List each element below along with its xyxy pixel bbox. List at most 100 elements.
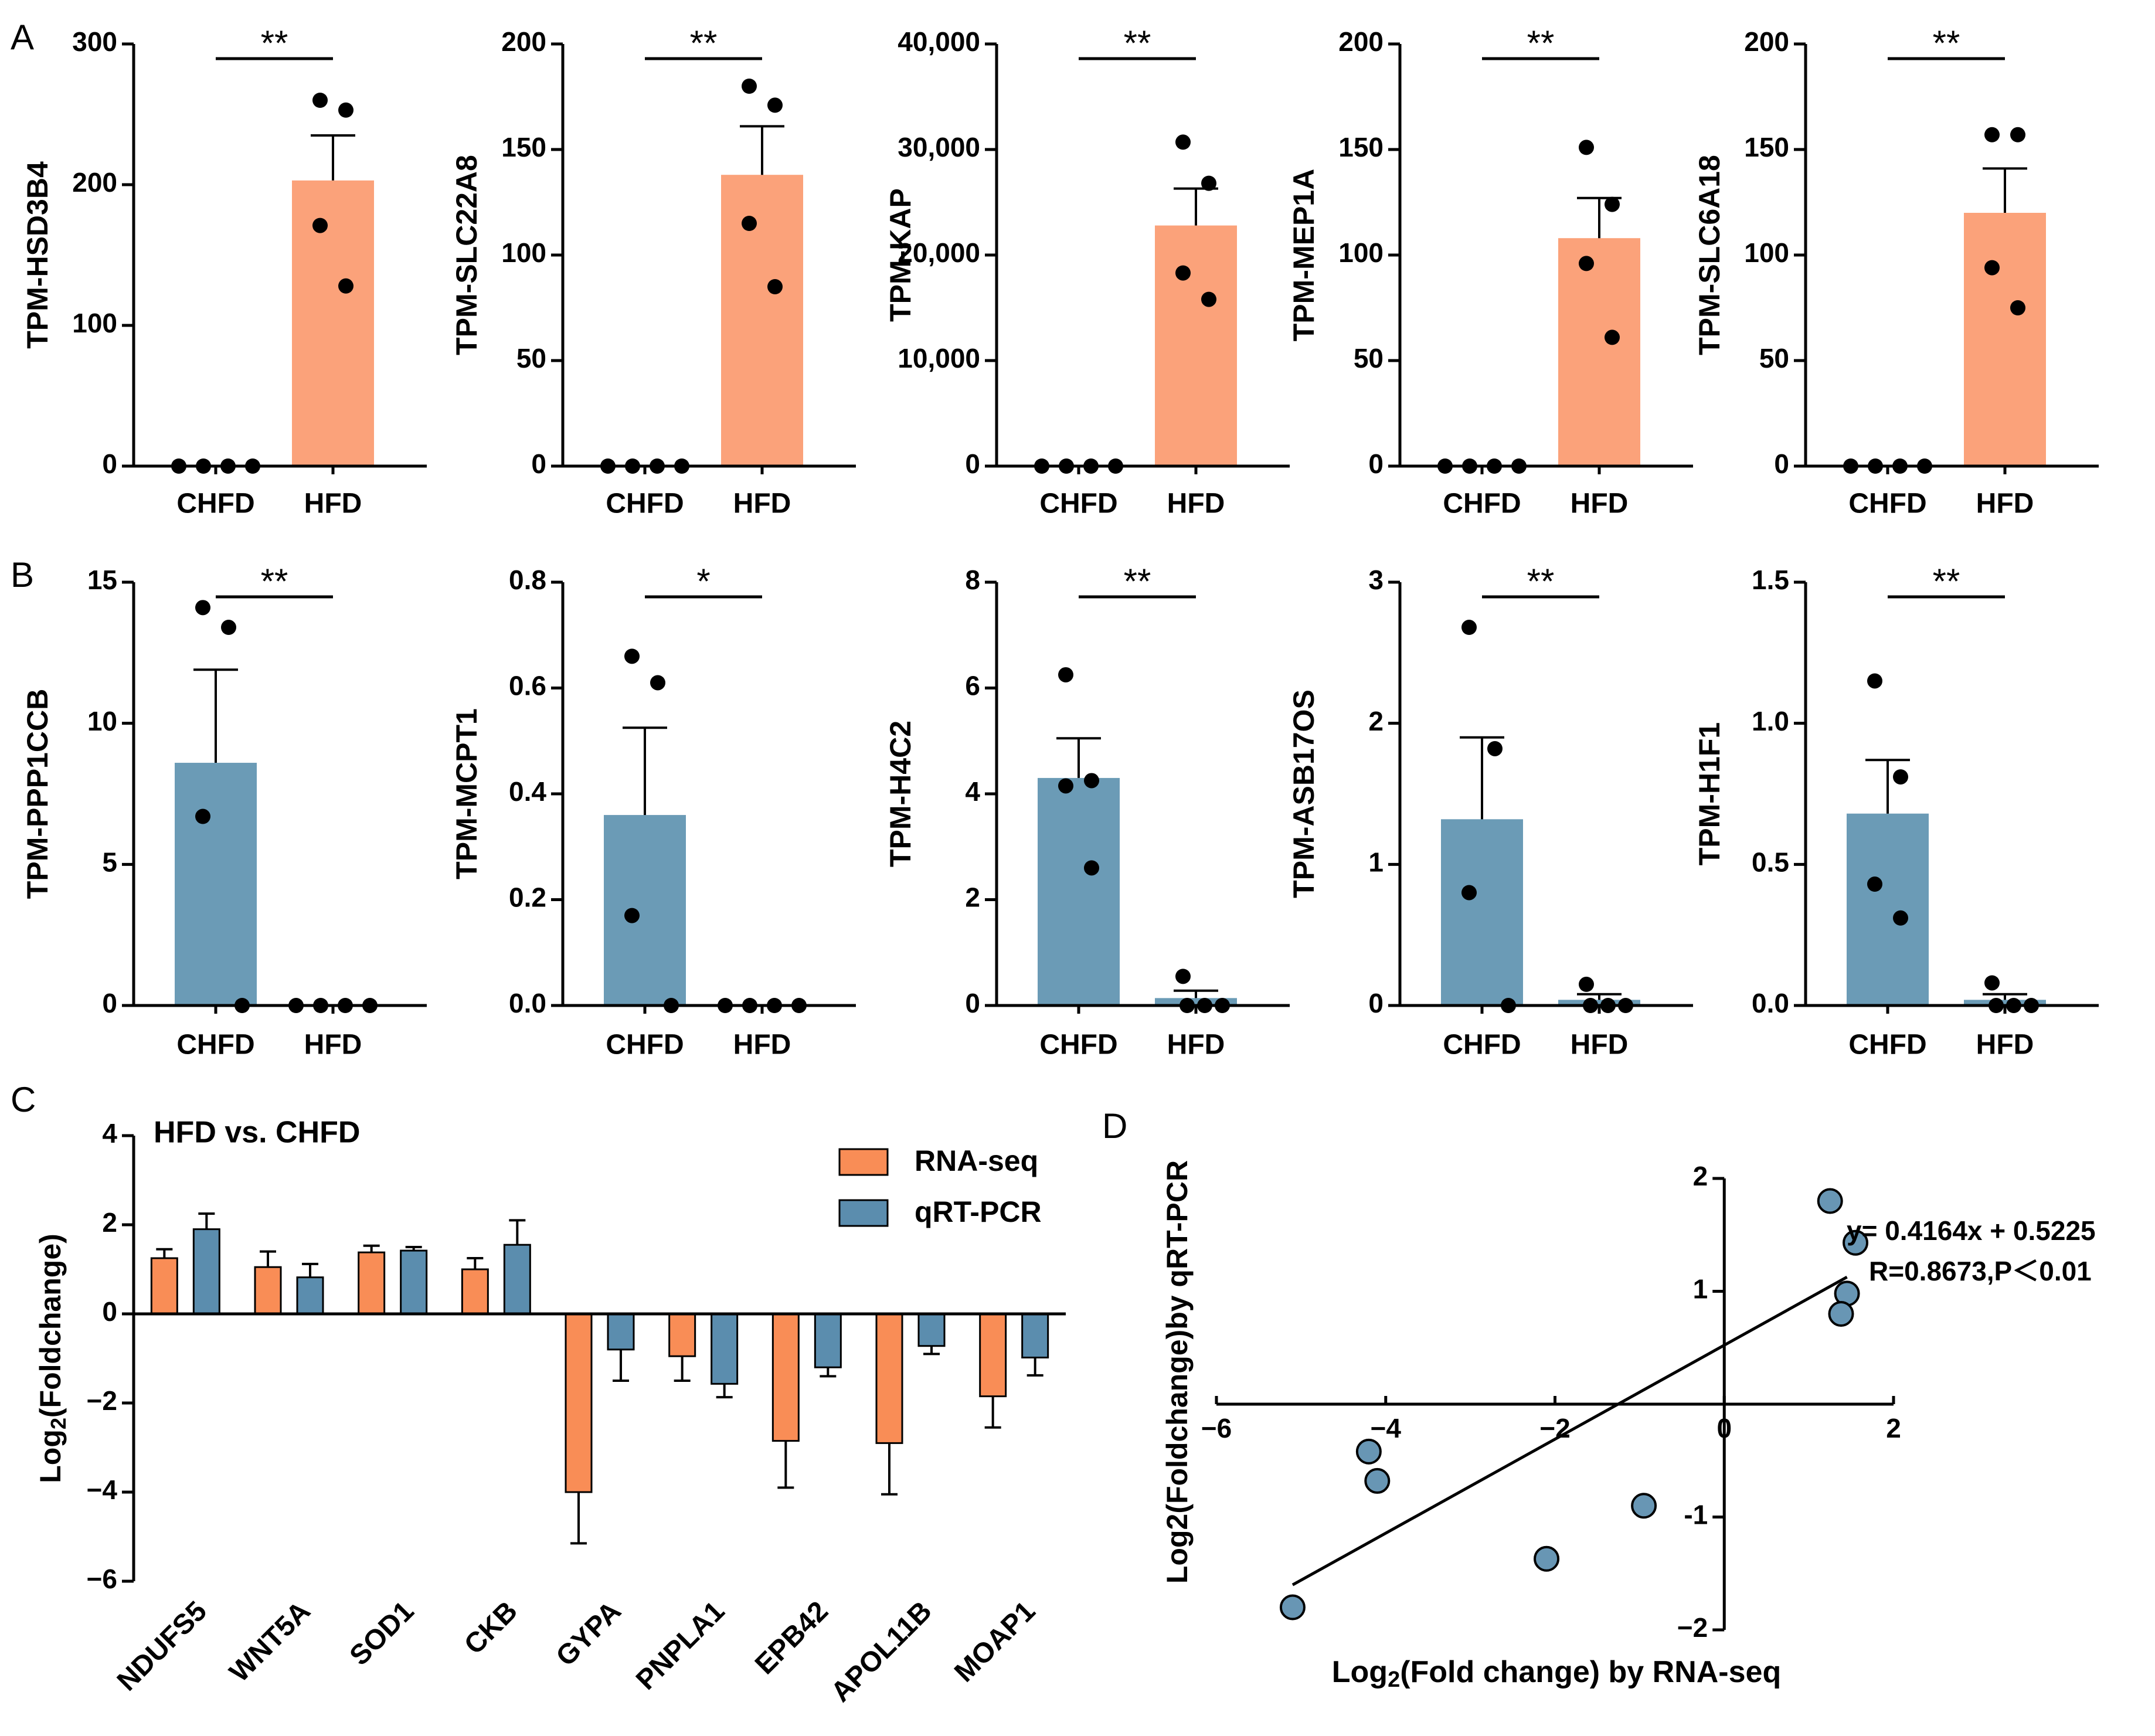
rnaseq-bar-moap1	[979, 1313, 1007, 1398]
scatter-point	[1355, 1438, 1382, 1465]
y-tick-label: −6	[87, 1564, 117, 1594]
category-label: CKB	[458, 1595, 524, 1660]
rnaseq-bar-gypa	[565, 1313, 593, 1493]
x-tick-label: −6	[1201, 1413, 1232, 1443]
data-point	[1605, 329, 1620, 345]
y-tick-label: 15	[87, 565, 117, 595]
data-point	[1867, 673, 1882, 689]
bar-panel-tpm-h1f1: 0.0 0.5 1.0 1.5 CHFD HFD TPM-H1F1 **	[1693, 562, 2099, 1061]
category-label: CHFD	[1039, 488, 1117, 519]
category-label: EPB42	[749, 1595, 834, 1680]
x-tick-label: 2	[1886, 1413, 1901, 1443]
y-tick-label: 200	[1338, 26, 1384, 57]
y-tick-label: 1.0	[1752, 706, 1789, 736]
panel-label-c: C	[11, 1080, 36, 1119]
category-label: CHFD	[606, 488, 684, 519]
y-tick-label: 0	[1368, 449, 1384, 479]
y-tick-label: 10,000	[898, 343, 980, 373]
bar-chfd	[1847, 813, 1929, 1005]
y-axis-title: TPM-ASB17OS	[1287, 689, 1320, 898]
y-axis-title: Log2(Foldchange)by qRT-PCR	[1161, 1160, 1194, 1584]
scatter-point	[1843, 1229, 1869, 1256]
y-tick-label: 0.8	[509, 565, 546, 595]
fit-equation: y= 0.4164x + 0.5225	[1847, 1215, 2096, 1246]
data-point	[1867, 877, 1882, 892]
rnaseq-bar-sod1	[358, 1251, 386, 1315]
qrtpcr-bar-ckb	[503, 1244, 531, 1315]
y-tick-label: 0	[531, 449, 546, 479]
significance-label: **	[1527, 23, 1555, 63]
y-axis-title: TPM-SLC6A18	[1693, 155, 1726, 355]
y-tick-label: 10	[87, 706, 117, 736]
data-point	[624, 908, 640, 923]
y-axis-title: TPM-MCPT1	[450, 708, 483, 879]
y-tick-label: 2	[1693, 1161, 1708, 1191]
data-point	[624, 648, 640, 664]
panel-label-a: A	[11, 18, 34, 57]
data-point	[312, 93, 328, 108]
data-point	[1984, 127, 2000, 142]
data-point	[1058, 667, 1073, 682]
data-point	[742, 79, 757, 94]
y-axis-title: TPM-PPP1CCB	[21, 689, 54, 899]
category-label: CHFD	[606, 1030, 684, 1061]
y-tick-label: 100	[1744, 237, 1789, 268]
y-tick-label: 0.2	[509, 882, 546, 913]
data-point	[1058, 778, 1073, 794]
qrtpcr-bar-pnpla1	[711, 1313, 739, 1385]
scatter-point	[1631, 1493, 1657, 1519]
data-point	[767, 279, 783, 294]
significance-label: **	[1527, 562, 1555, 601]
data-point	[2010, 300, 2025, 315]
bar-hfd	[292, 180, 374, 466]
panel-label-b: B	[11, 555, 34, 594]
qrtpcr-bar-wnt5a	[296, 1276, 324, 1315]
category-label: HFD	[733, 1030, 791, 1061]
x-tick-label: 0	[1716, 1413, 1732, 1443]
bar-chfd	[175, 763, 257, 1005]
data-point	[1579, 976, 1594, 992]
bar-hfd	[721, 175, 803, 466]
qrtpcr-bar-gypa	[607, 1313, 635, 1351]
category-label: APOL11B	[825, 1595, 938, 1708]
bar-hfd	[1964, 1000, 2046, 1005]
y-tick-label: −2	[1677, 1612, 1708, 1643]
category-label: HFD	[1167, 1030, 1225, 1061]
bar-hfd	[1558, 1000, 1640, 1005]
data-point	[1487, 740, 1503, 756]
data-point	[1605, 196, 1620, 212]
y-axis-title: TPM-KAP	[884, 188, 917, 322]
y-tick-label: 200	[501, 26, 546, 57]
bar-panel-tpm-hsd3b4: 0 100 200 300 CHFD HFD TPM-HSD3B4 **	[21, 23, 427, 519]
data-point	[338, 278, 353, 294]
rnaseq-bar-pnpla1	[668, 1313, 696, 1357]
category-label: HFD	[304, 488, 362, 519]
y-axis-title: TPM-H1F1	[1693, 722, 1726, 865]
data-point	[2010, 127, 2025, 142]
y-tick-label: 1	[1693, 1274, 1708, 1304]
data-point	[195, 600, 210, 616]
y-tick-label: 0	[965, 988, 980, 1018]
significance-label: **	[261, 562, 288, 601]
bar-panel-tpm-kap: 0 10,000 20,000 30,000 40,000 CHFD HFD TPM-KAP *…	[884, 23, 1290, 519]
bar-chfd	[1441, 819, 1523, 1005]
bar-hfd	[1558, 238, 1640, 466]
data-point	[1579, 256, 1594, 271]
y-tick-label: 0.0	[509, 988, 546, 1018]
category-label: HFD	[733, 488, 791, 519]
data-point	[742, 216, 757, 231]
y-tick-label: 6	[965, 671, 980, 701]
data-point	[1893, 769, 1908, 785]
data-point	[312, 218, 328, 233]
qrtpcr-bar-ndufs5	[192, 1228, 220, 1315]
bar-panel-tpm-mcpt1: 0.0 0.2 0.4 0.6 0.8 CHFD HFD TPM-MCPT1 *	[450, 562, 856, 1061]
y-tick-label: 1	[1368, 847, 1384, 877]
scatter-point	[1817, 1188, 1843, 1214]
bar-chfd	[1038, 777, 1120, 1005]
panel-label-d: D	[1102, 1106, 1127, 1146]
rnaseq-bar-wnt5a	[254, 1266, 282, 1315]
significance-label: **	[1124, 23, 1151, 63]
qrtpcr-bar-sod1	[400, 1249, 428, 1315]
rnaseq-bar-ndufs5	[150, 1257, 178, 1315]
y-tick-label: 0	[102, 988, 117, 1018]
